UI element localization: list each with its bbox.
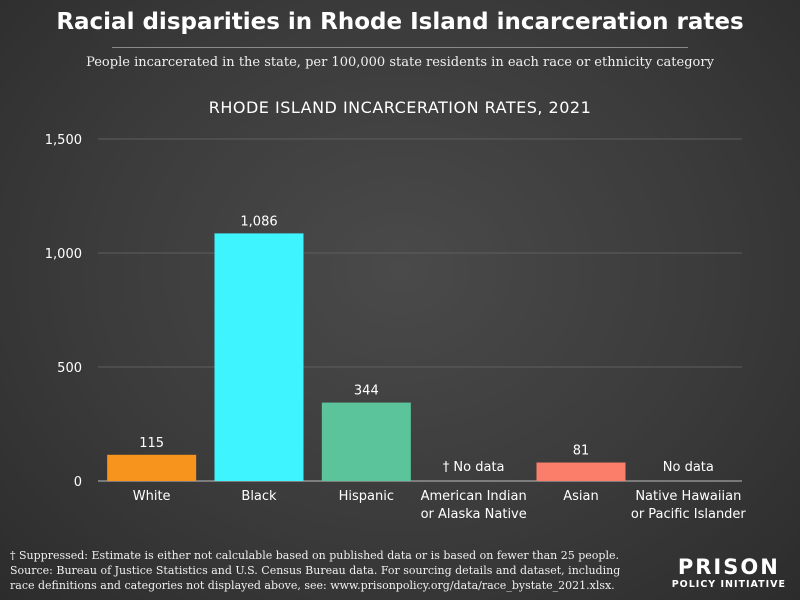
logo-text-top: PRISON (677, 555, 780, 579)
no-data-label: No data (663, 460, 714, 475)
x-tick-label: Black (241, 489, 277, 504)
page-title: Racial disparities in Rhode Island incar… (56, 9, 744, 35)
x-tick-label: Native Hawaiian (635, 489, 741, 504)
x-tick-label: American Indian (421, 489, 527, 504)
logo-text-bottom: POLICY INITIATIVE (671, 579, 786, 590)
y-tick-label: 500 (57, 361, 82, 376)
bar (536, 462, 626, 481)
footnote-line: Source: Bureau of Justice Statistics and… (10, 564, 621, 577)
chart-title: RHODE ISLAND INCARCERATION RATES, 2021 (208, 98, 592, 117)
x-tick-label: or Pacific Islander (631, 507, 747, 522)
bar (321, 402, 411, 481)
footnote: † Suppressed: Estimate is either not cal… (10, 548, 690, 593)
x-tick-label: Asian (563, 489, 598, 504)
page-subtitle: People incarcerated in the state, per 10… (86, 55, 714, 70)
x-tick-label: White (133, 489, 171, 504)
y-tick-label: 1,000 (45, 247, 82, 262)
bar (107, 454, 197, 481)
data-label: 1,086 (240, 214, 277, 229)
footnote-line: † Suppressed: Estimate is either not cal… (10, 549, 619, 562)
y-tick-label: 1,500 (45, 133, 82, 148)
data-label: 115 (139, 436, 164, 451)
no-data-label: † No data (443, 460, 505, 475)
footnote-line: race definitions and categories not disp… (10, 579, 615, 592)
title-divider (112, 47, 688, 48)
data-label: 344 (354, 384, 379, 399)
x-tick-label: or Alaska Native (421, 507, 527, 522)
bar (214, 233, 304, 481)
prison-policy-initiative-logo: PRISON POLICY INITIATIVE (672, 556, 786, 592)
y-tick-label: 0 (74, 475, 82, 490)
data-label: 81 (573, 444, 590, 459)
x-tick-label: Hispanic (339, 489, 394, 504)
